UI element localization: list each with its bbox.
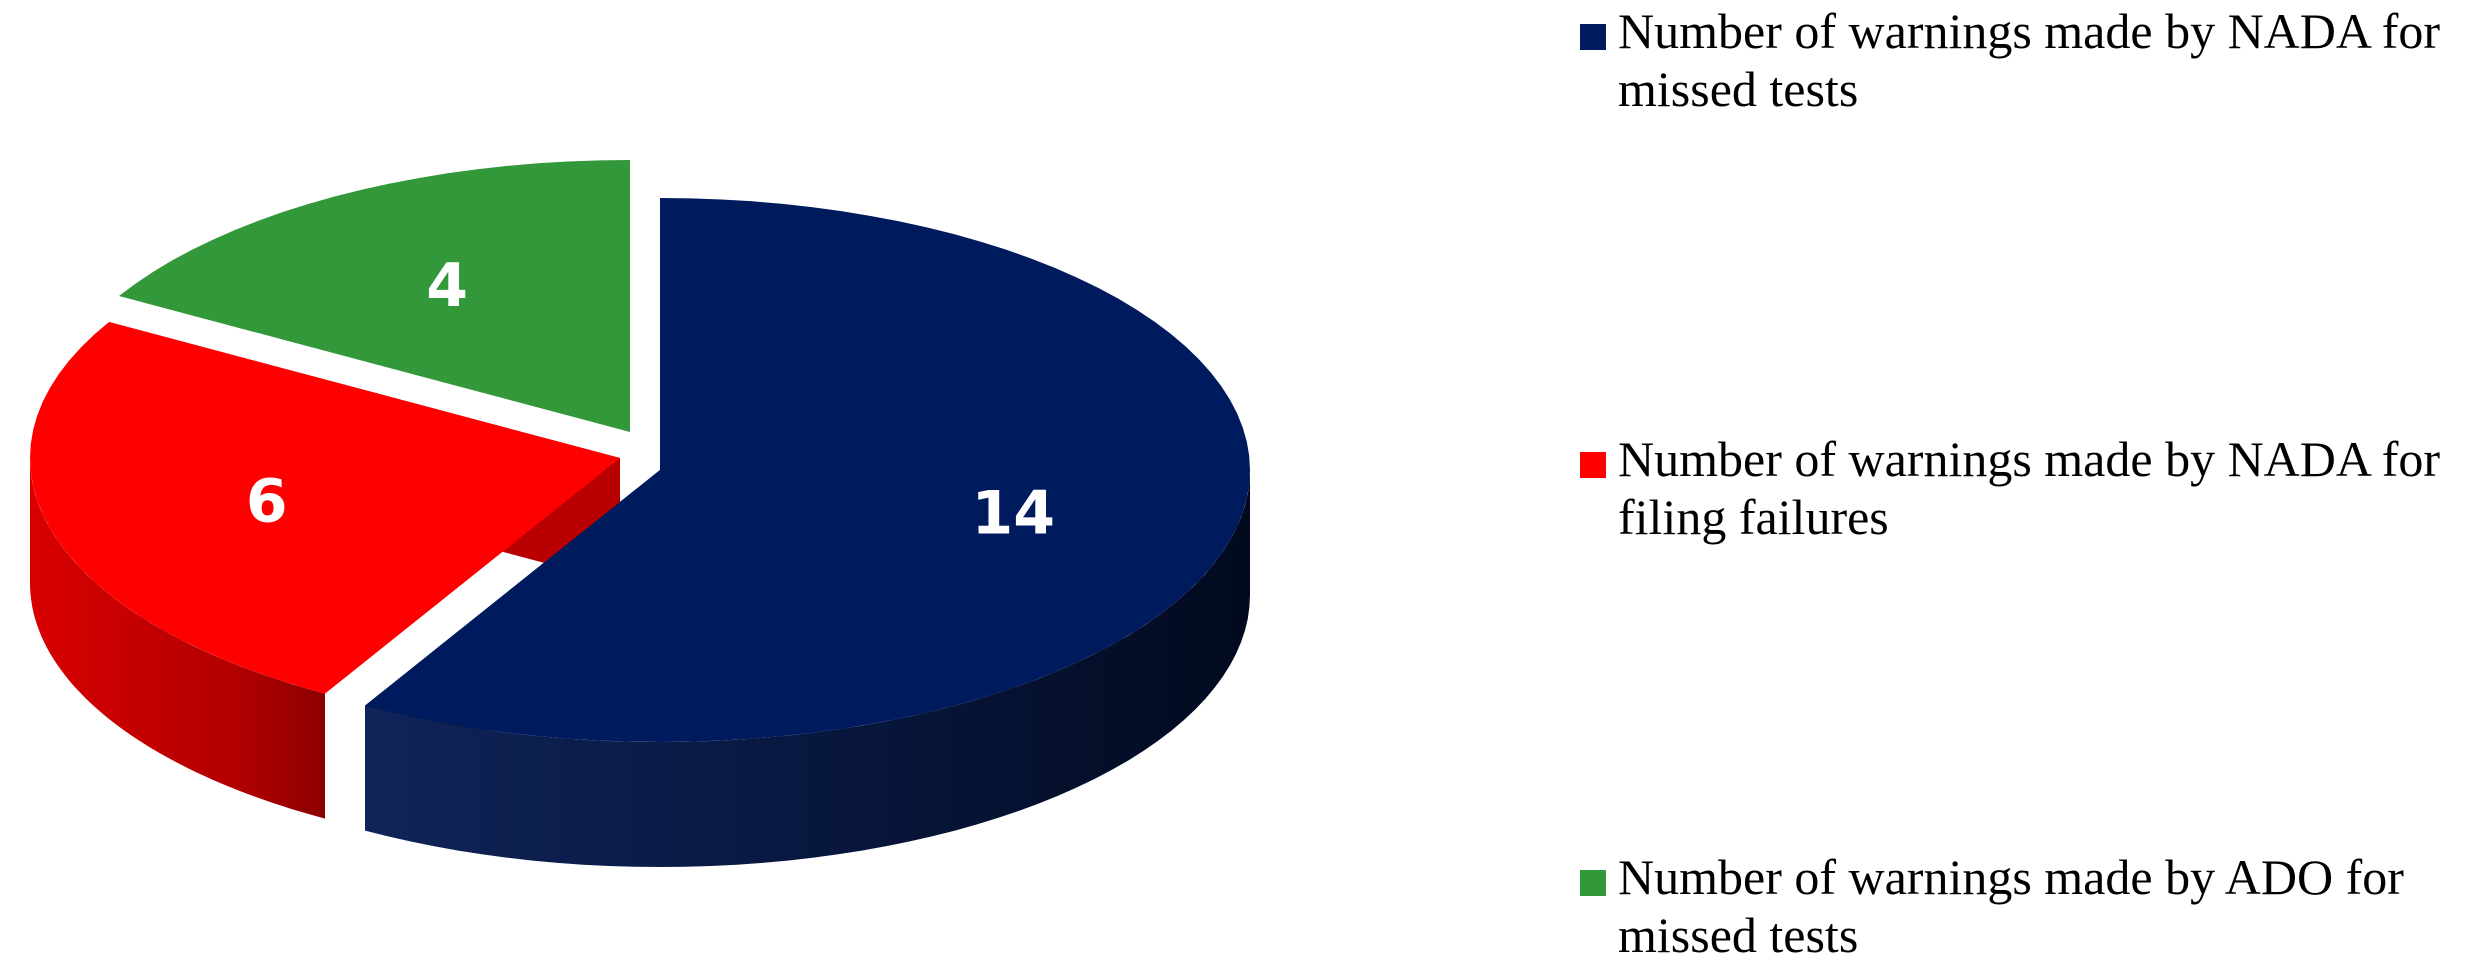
legend-swatch-ado-missed-tests [1580, 870, 1606, 896]
data-label-ado-missed-tests: 4 [426, 251, 468, 321]
pie-slice-tops [30, 160, 1250, 742]
pie-slice-ado-missed-tests [119, 160, 630, 432]
legend-item-nada-filing-failures: Number of warnings made by NADA for fili… [1580, 430, 2448, 546]
pie-slice-rim-nada-filing-failures [30, 458, 325, 819]
legend-item-nada-missed-tests: Number of warnings made by NADA for miss… [1580, 2, 2448, 118]
pie-chart: 14 6 4 [30, 160, 1250, 867]
legend-label-ado-missed-tests: Number of warnings made by ADO for misse… [1618, 849, 2404, 963]
legend-label-nada-filing-failures: Number of warnings made by NADA for fili… [1618, 431, 2441, 545]
pie-data-labels: 14 6 4 [246, 251, 1055, 549]
legend-swatch-nada-filing-failures [1580, 452, 1606, 478]
pie-slice-nada-filing-failures [30, 322, 620, 694]
legend-label-nada-missed-tests: Number of warnings made by NADA for miss… [1618, 3, 2441, 117]
legend-item-ado-missed-tests: Number of warnings made by ADO for misse… [1580, 848, 2448, 964]
data-label-nada-filing-failures: 6 [246, 467, 288, 537]
pie-slice-nada-missed-tests [365, 198, 1250, 742]
legend: Number of warnings made by NADA for miss… [1580, 0, 2460, 967]
legend-swatch-nada-missed-tests [1580, 24, 1606, 50]
pie-slice-rim-nada-missed-tests [365, 470, 1250, 867]
data-label-nada-missed-tests: 14 [972, 479, 1056, 549]
